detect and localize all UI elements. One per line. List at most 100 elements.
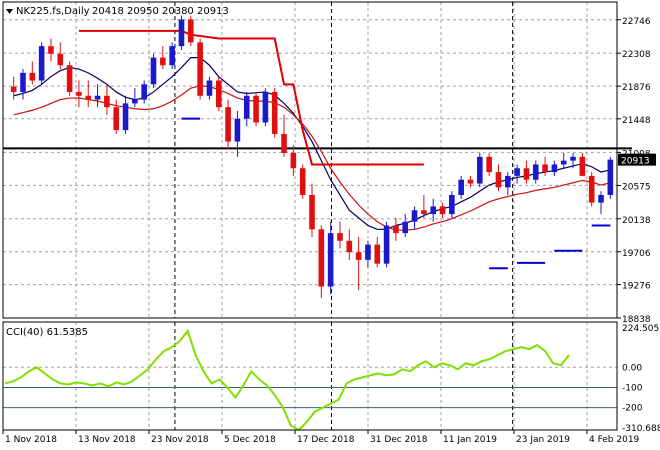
candle-body <box>132 99 138 104</box>
candle-body <box>309 194 315 230</box>
current-price-label: 20913 <box>621 157 650 167</box>
candle-body <box>337 233 343 241</box>
candle-body <box>150 57 157 85</box>
candle-body <box>383 225 390 264</box>
cci-tick-label: -100 <box>622 383 643 393</box>
price-tick-label: 22746 <box>622 17 651 27</box>
candle-body <box>355 252 362 260</box>
candle-body <box>504 175 511 188</box>
cci-layer <box>3 328 617 432</box>
ma-fast-line <box>13 57 611 230</box>
candle-body <box>579 156 586 176</box>
candle-body <box>234 118 241 142</box>
candle-body <box>57 53 64 66</box>
candle-body <box>20 72 26 92</box>
candle-body <box>178 19 185 47</box>
candle-body <box>327 233 334 287</box>
candle-body <box>346 240 353 253</box>
candle-body <box>76 91 82 96</box>
candle-body <box>104 95 110 108</box>
time-tick-label: 31 Dec 2018 <box>370 435 428 445</box>
time-tick-label: 4 Feb 2019 <box>589 435 640 445</box>
price-tick-label: 22308 <box>622 50 651 60</box>
candle-body <box>458 179 464 195</box>
time-tick-label: 5 Dec 2018 <box>224 435 276 445</box>
price-tick-label: 20138 <box>622 216 651 226</box>
cci-title: CCI(40) 61.5385 <box>6 327 88 338</box>
cci-line <box>4 328 570 432</box>
candle-body <box>551 164 558 173</box>
candle-body <box>225 107 231 142</box>
candle-body <box>607 159 614 195</box>
candle-body <box>532 164 539 180</box>
time-tick-label: 17 Dec 2018 <box>297 435 355 445</box>
time-tick-label: 23 Nov 2018 <box>151 435 209 445</box>
candle-body <box>206 80 213 96</box>
price-tick-label: 20575 <box>622 182 651 192</box>
overlay-layer <box>3 29 632 270</box>
price-tick-label: 19276 <box>622 282 651 292</box>
candle-body <box>169 46 175 66</box>
candle-body <box>439 206 446 215</box>
candle-body <box>570 156 576 161</box>
candle-body <box>374 244 381 264</box>
candle-body <box>281 133 287 154</box>
candle-body <box>48 46 54 54</box>
time-tick-label: 13 Nov 2018 <box>78 435 136 445</box>
candle-body <box>430 206 436 215</box>
price-pane-frame <box>2 1 618 319</box>
candle-body <box>10 86 17 92</box>
candle-body <box>197 42 203 96</box>
symbol-label: NK225.fs,Daily <box>16 6 90 17</box>
candle-body <box>141 84 147 100</box>
time-tick-label: 11 Jan 2019 <box>443 435 497 445</box>
candle-body <box>467 179 474 184</box>
cci-pane-frame <box>2 321 618 431</box>
candle-body <box>449 194 455 215</box>
candle-body <box>85 95 92 100</box>
candle-body <box>523 168 530 180</box>
candle-body <box>477 156 483 184</box>
candle-body <box>253 95 259 123</box>
current-price-box <box>618 153 656 166</box>
candle-body <box>495 172 502 188</box>
candle-body <box>38 46 45 81</box>
candle-body <box>588 175 595 203</box>
ma-slow-line <box>13 85 611 231</box>
cci-tick-label: -200 <box>622 404 643 414</box>
candle-body <box>215 80 222 108</box>
candle-body <box>486 156 492 173</box>
candle-body <box>318 229 325 287</box>
candle-body <box>94 95 101 100</box>
candle-body <box>113 107 120 131</box>
price-tick-label: 19706 <box>622 249 651 259</box>
sar-step-line <box>78 29 424 166</box>
time-tick-label: 1 Nov 2018 <box>5 435 57 445</box>
cci-tick-label: 0.00 <box>622 363 642 373</box>
candle-body <box>365 244 371 260</box>
candle-body <box>421 210 427 215</box>
candle-body <box>411 210 418 222</box>
cci-tick-label: -310.6884 <box>622 424 660 434</box>
dropdown-triangle-icon[interactable] <box>6 9 13 14</box>
candle-layer <box>10 15 614 299</box>
candle-body <box>560 160 567 165</box>
candle-body <box>29 72 36 81</box>
candle-body <box>514 168 520 176</box>
candle-body <box>66 65 73 92</box>
candle-body <box>271 91 278 134</box>
price-tick-label: 21876 <box>622 83 651 93</box>
cci-tick-label: 224.5057 <box>622 324 660 334</box>
candle-body <box>160 57 166 66</box>
price-tick-label: 21448 <box>622 116 651 126</box>
candle-body <box>542 164 548 173</box>
candle-body <box>393 225 399 234</box>
candle-body <box>188 19 194 43</box>
price-tick-label: 18838 <box>622 315 651 325</box>
candle-body <box>299 168 306 195</box>
candle-body <box>122 103 129 131</box>
